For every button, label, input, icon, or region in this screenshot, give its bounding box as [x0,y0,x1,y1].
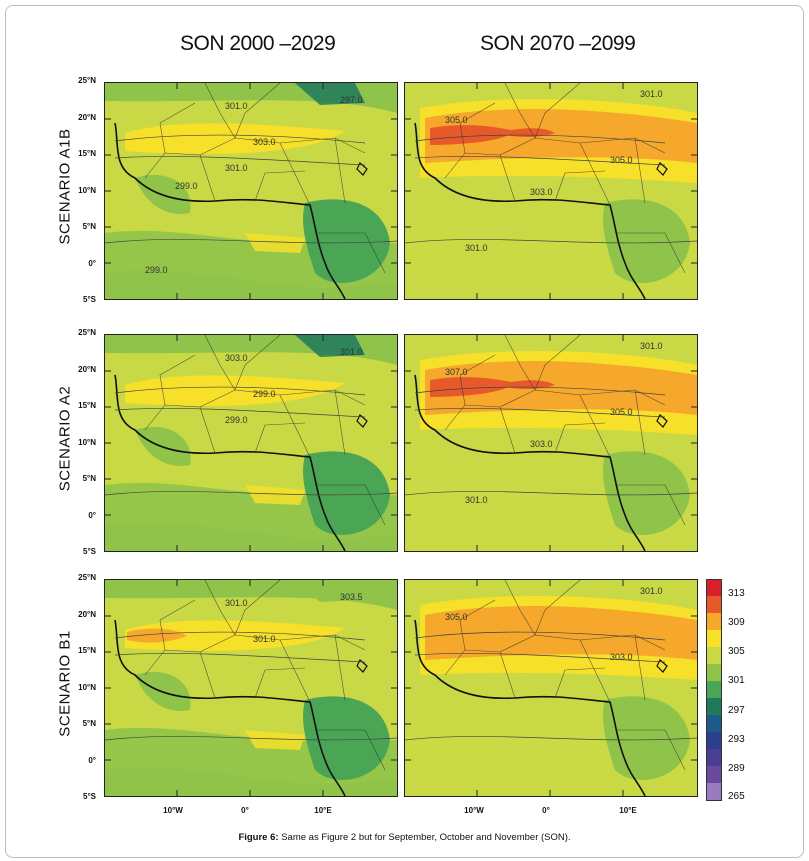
legend-swatch [706,783,722,801]
legend-swatch [706,681,722,698]
lat-label: 25°N [78,573,96,582]
legend-swatch [706,613,722,630]
legend-swatch [706,630,722,647]
lon-label-10e-left: 10°E [314,806,332,815]
contour-label: 307.0 [445,367,468,377]
contour-label: 301.0 [465,243,488,253]
contour-label: 303.0 [225,353,248,363]
lat-label: 5°N [82,222,96,231]
lat-label: 5°N [82,474,96,483]
legend-swatch [706,698,722,715]
column-title-future: SON 2070 –2099 [480,32,636,55]
lat-label: 0° [88,755,96,765]
lat-label: 15°N [78,149,96,158]
contour-label: 299.0 [253,389,276,399]
contour-label: 303.0 [253,137,276,147]
legend-label: 305 [728,646,745,657]
legend-swatch [706,647,722,664]
contour-label: 305.0 [610,155,633,165]
contour-label: 301.0 [340,347,363,357]
lon-label-0-left: 0° [241,806,249,815]
legend-label: 297 [728,705,745,716]
contour-label: 301.0 [640,341,663,351]
lat-label: 25°N [78,328,96,337]
legend-label: 289 [728,763,745,774]
contour-label: 301.0 [465,495,488,505]
lat-label: 15°N [78,401,96,410]
lat-label: 25°N [78,76,96,85]
column-title-present: SON 2000 –2029 [180,32,336,55]
lon-label-0-right: 0° [542,806,550,815]
contour-label: 301.0 [253,634,276,644]
contour-label: 303.0 [610,652,633,662]
lat-label: 5°N [82,719,96,728]
legend-swatch [706,596,722,613]
lat-label: 5°S [83,792,96,801]
lat-label: 0° [88,258,96,268]
legend-swatch [706,579,722,597]
legend-label: 313 [728,588,745,599]
legend-label: 293 [728,734,745,745]
caption-text: Same as Figure 2 but for September, Octo… [278,832,571,843]
contour-label: 303.5 [340,592,363,602]
lat-label: 15°N [78,646,96,655]
legend-label: 265 [728,791,745,802]
map-panel: 301.0 305.0 305.0 303.0 301.0 [404,82,698,300]
contour-label: 303.0 [530,187,553,197]
legend-label: 309 [728,617,745,628]
contour-label: 297.0 [340,95,363,105]
lon-label-10w-right: 10°W [464,806,484,815]
contour-label: 303.0 [530,439,553,449]
lat-label: 20°N [78,112,96,122]
legend-swatch [706,715,722,732]
legend-swatch [706,749,722,766]
contour-label: 301.0 [640,586,663,596]
contour-label: 305.0 [610,407,633,417]
contour-label: 305.0 [445,115,468,125]
lon-label-10e-right: 10°E [619,806,637,815]
lat-label: 5°S [83,547,96,556]
contour-label: 301.0 [640,89,663,99]
legend-swatch [706,664,722,681]
figure-caption: Figure 6: Same as Figure 2 but for Septe… [0,832,809,843]
lat-label: 20°N [78,609,96,619]
contour-label: 301.0 [225,101,248,111]
legend-swatch [706,766,722,783]
contour-label: 305.0 [445,612,468,622]
map-panel: 301.0 305.0 303.0 [404,579,698,797]
map-panel: 303.0 301.0 299.0 299.0 [104,334,398,552]
contour-label: 299.0 [175,181,198,191]
lat-label: 5°S [83,295,96,304]
map-panel: 301.0 297.0 303.0 301.0 299.0 299.0 [104,82,398,300]
caption-label: Figure 6: [238,832,279,843]
map-panel: 301.0 303.5 301.0 [104,579,398,797]
contour-label: 301.0 [225,598,248,608]
map-panel: 301.0 307.0 305.0 303.0 301.0 [404,334,698,552]
lon-label-10w-left: 10°W [163,806,183,815]
lat-label: 20°N [78,364,96,374]
legend-label: 301 [728,675,745,686]
contour-label: 301.0 [225,163,248,173]
lat-label: 10°N [78,437,96,447]
legend-swatch [706,732,722,749]
contour-label: 299.0 [225,415,248,425]
lat-label: 10°N [78,185,96,195]
lat-label: 0° [88,510,96,520]
contour-label: 299.0 [145,265,168,275]
lat-label: 10°N [78,682,96,692]
